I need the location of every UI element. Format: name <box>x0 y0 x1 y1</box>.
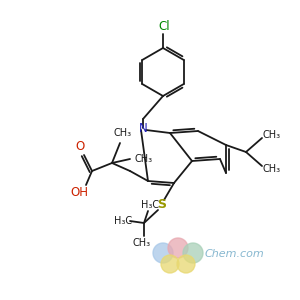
Circle shape <box>183 243 203 263</box>
Text: CH₃: CH₃ <box>263 164 281 174</box>
Text: S: S <box>158 199 166 212</box>
Circle shape <box>168 238 188 258</box>
Circle shape <box>177 255 195 273</box>
Text: OH: OH <box>70 187 88 200</box>
Circle shape <box>161 255 179 273</box>
Text: CH₃: CH₃ <box>263 130 281 140</box>
Text: CH₃: CH₃ <box>114 128 132 138</box>
Text: Chem.com: Chem.com <box>205 249 265 259</box>
Text: O: O <box>75 140 85 154</box>
Text: Cl: Cl <box>158 20 170 34</box>
Circle shape <box>153 243 173 263</box>
Text: H₃C: H₃C <box>114 216 132 226</box>
Text: H₃C: H₃C <box>141 200 159 210</box>
Text: CH₃: CH₃ <box>135 154 153 164</box>
Text: CH₃: CH₃ <box>133 238 151 248</box>
Text: N: N <box>139 122 147 134</box>
